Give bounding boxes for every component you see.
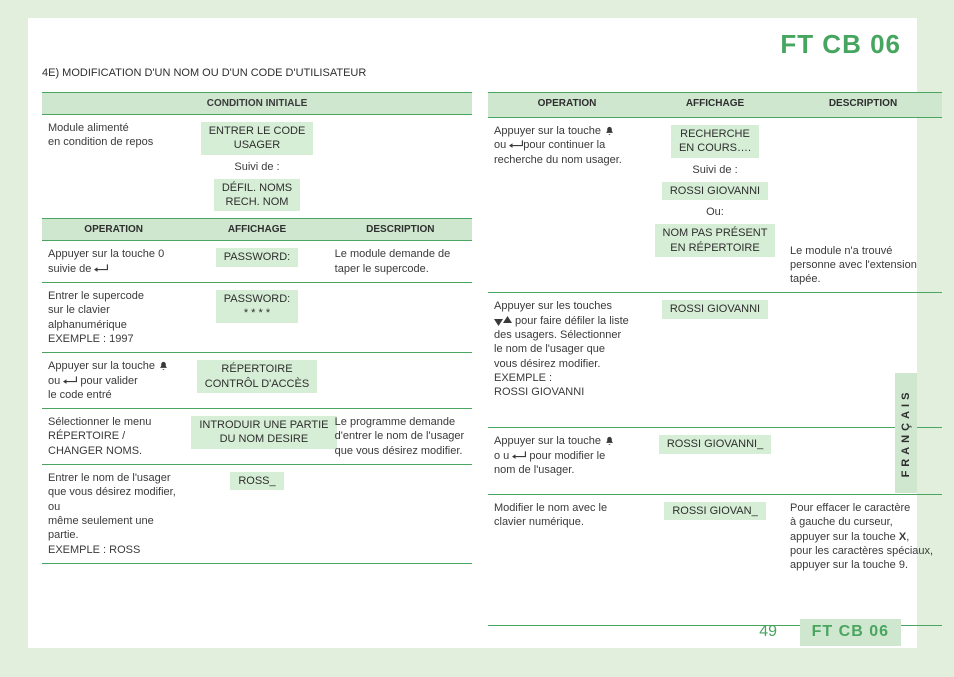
cell-affichage: ROSSI GIOVAN_ bbox=[646, 495, 784, 626]
cell-operation: Appuyer sur les touches pour faire défil… bbox=[488, 293, 646, 428]
table-row: Entrer le supercode sur le clavier alpha… bbox=[42, 283, 472, 353]
cell-operation: Appuyer sur la touche 0 suivie de bbox=[42, 241, 185, 283]
enter-arrow-icon bbox=[509, 140, 523, 150]
enter-arrow-icon bbox=[512, 451, 526, 461]
table-row: Module alimenté en condition de repos EN… bbox=[42, 115, 472, 219]
bell-icon bbox=[604, 126, 615, 137]
display-box: PASSWORD: * * * * bbox=[216, 290, 298, 323]
display-box: ROSSI GIOVANNI_ bbox=[659, 435, 771, 453]
cell-operation: Appuyer sur la touche ou pour continuer … bbox=[488, 117, 646, 292]
footer-badge: FT CB 06 bbox=[800, 619, 901, 646]
table-row: Appuyer sur les touches pour faire défil… bbox=[488, 293, 942, 428]
condition-initiale-header: CONDITION INITIALE bbox=[42, 93, 472, 115]
header-description: DESCRIPTION bbox=[329, 219, 472, 241]
cell-affichage: PASSWORD: * * * * bbox=[185, 283, 328, 353]
cell-operation: Entrer le supercode sur le clavier alpha… bbox=[42, 283, 185, 353]
cell-description: Le module n'a trouvé personne avec l'ext… bbox=[784, 117, 942, 292]
bell-icon bbox=[158, 361, 169, 372]
header-operation: OPERATION bbox=[488, 93, 646, 118]
display-box: ROSSI GIOVANNI bbox=[662, 182, 768, 200]
down-up-icon bbox=[494, 316, 512, 326]
display-box: RECHERCHE EN COURS…. bbox=[671, 125, 759, 158]
display-box: ROSS_ bbox=[230, 472, 283, 490]
cell-description: Le programme demande d'entrer le nom de … bbox=[329, 409, 472, 465]
text: Module alimenté en condition de repos bbox=[48, 122, 153, 148]
cell-operation: Entrer le nom de l'usager que vous désir… bbox=[42, 465, 185, 564]
bell-icon bbox=[604, 436, 615, 447]
note-text: Ou: bbox=[652, 205, 778, 219]
cell-description: Pour effacer le caractère à gauche du cu… bbox=[784, 495, 942, 626]
display-box: ENTRER LE CODE USAGER bbox=[201, 122, 314, 155]
footer: 49 FT CB 06 bbox=[28, 620, 917, 648]
cell-affichage: RECHERCHE EN COURS…. Suivi de : ROSSI GIOV… bbox=[646, 117, 784, 292]
table-row: Sélectionner le menu RÉPERTOIRE / CHANGE… bbox=[42, 409, 472, 465]
display-box: RÉPERTOIRE CONTRÔL D'ACCÈS bbox=[197, 360, 317, 393]
header-affichage: AFFICHAGE bbox=[646, 93, 784, 118]
table-row: Entrer le nom de l'usager que vous désir… bbox=[42, 465, 472, 564]
header-description: DESCRIPTION bbox=[784, 93, 942, 118]
cell-operation: Appuyer sur la touche ou pour valider le… bbox=[42, 353, 185, 409]
cell-description bbox=[784, 293, 942, 428]
page-title: FT CB 06 bbox=[780, 28, 901, 62]
table-row: Appuyer sur la touche 0 suivie de PASSWO… bbox=[42, 241, 472, 283]
note-text: Suivi de : bbox=[191, 160, 322, 174]
section-heading: 4E) MODIFICATION D'UN NOM OU D'UN CODE D… bbox=[42, 66, 366, 80]
cell-description bbox=[329, 115, 472, 219]
cell-description bbox=[329, 465, 472, 564]
cell-affichage: PASSWORD: bbox=[185, 241, 328, 283]
right-table: OPERATION AFFICHAGE DESCRIPTION Appuyer … bbox=[488, 92, 942, 626]
right-column: OPERATION AFFICHAGE DESCRIPTION Appuyer … bbox=[488, 92, 918, 626]
display-box: PASSWORD: bbox=[216, 248, 298, 266]
display-box: ROSSI GIOVAN_ bbox=[664, 502, 765, 520]
cell-description bbox=[329, 283, 472, 353]
cell-affichage: ENTRER LE CODE USAGER Suivi de : DÉFIL. … bbox=[185, 115, 328, 219]
cell-description bbox=[329, 353, 472, 409]
cell-operation: Sélectionner le menu RÉPERTOIRE / CHANGE… bbox=[42, 409, 185, 465]
display-box: NOM PAS PRÉSENT EN RÉPERTOIRE bbox=[655, 224, 776, 257]
cell-affichage: ROSS_ bbox=[185, 465, 328, 564]
cell-operation: Module alimenté en condition de repos bbox=[42, 115, 185, 219]
language-label: FRANÇAIS bbox=[899, 389, 913, 478]
language-tab: FRANÇAIS bbox=[895, 373, 917, 493]
display-box: ROSSI GIOVANNI bbox=[662, 300, 768, 318]
cell-description: Le module demande de taper le supercode. bbox=[329, 241, 472, 283]
table-row: Appuyer sur la touche ou pour valider le… bbox=[42, 353, 472, 409]
page-number: 49 bbox=[759, 622, 777, 643]
cell-affichage: INTRODUIR UNE PARTIE DU NOM DESIRE bbox=[185, 409, 328, 465]
left-column: CONDITION INITIALE Module alimenté en co… bbox=[42, 92, 472, 564]
table-row: Appuyer sur la touche o u pour modifier … bbox=[488, 428, 942, 495]
table-row: Appuyer sur la touche ou pour continuer … bbox=[488, 117, 942, 292]
left-table: CONDITION INITIALE Module alimenté en co… bbox=[42, 92, 472, 564]
note-text: Suivi de : bbox=[652, 163, 778, 177]
cell-operation: Modifier le nom avec le clavier numériqu… bbox=[488, 495, 646, 626]
header-affichage: AFFICHAGE bbox=[185, 219, 328, 241]
table-row: OPERATION AFFICHAGE DESCRIPTION bbox=[488, 93, 942, 118]
table-row: Modifier le nom avec le clavier numériqu… bbox=[488, 495, 942, 626]
cell-affichage: RÉPERTOIRE CONTRÔL D'ACCÈS bbox=[185, 353, 328, 409]
cell-description bbox=[784, 428, 942, 495]
cell-operation: Appuyer sur la touche o u pour modifier … bbox=[488, 428, 646, 495]
page: FT CB 06 4E) MODIFICATION D'UN NOM OU D'… bbox=[28, 18, 917, 648]
cell-affichage: ROSSI GIOVANNI_ bbox=[646, 428, 784, 495]
header-operation: OPERATION bbox=[42, 219, 185, 241]
display-box: INTRODUIR UNE PARTIE DU NOM DESIRE bbox=[191, 416, 336, 449]
table-row: OPERATION AFFICHAGE DESCRIPTION bbox=[42, 219, 472, 241]
enter-arrow-icon bbox=[94, 264, 108, 274]
display-box: DÉFIL. NOMS RECH. NOM bbox=[214, 179, 300, 212]
cell-affichage: ROSSI GIOVANNI bbox=[646, 293, 784, 428]
table-row: CONDITION INITIALE bbox=[42, 93, 472, 115]
enter-arrow-icon bbox=[63, 376, 77, 386]
